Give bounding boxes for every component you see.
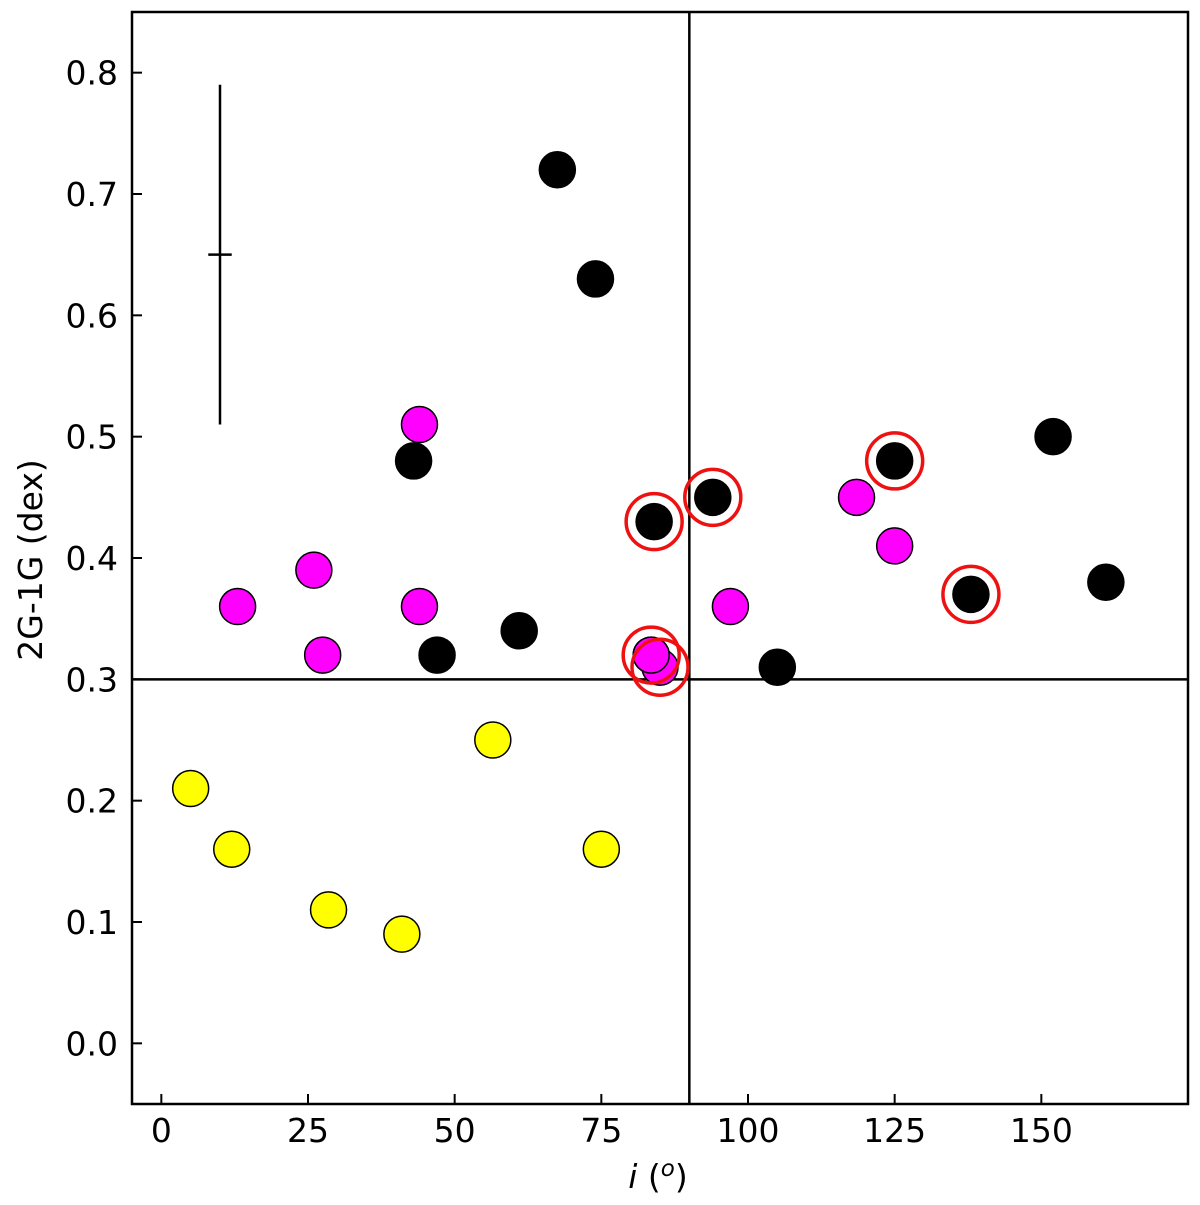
data-point: [1034, 417, 1072, 456]
data-point: [400, 405, 439, 444]
data-point: [952, 575, 990, 614]
highlight-ring: [683, 467, 743, 528]
y-tick-label: 0.7: [66, 175, 118, 214]
highlight-rings: [621, 431, 1001, 697]
highlight-ring: [624, 491, 684, 552]
data-point: [212, 830, 251, 868]
data-point: [474, 721, 512, 759]
data-point: [875, 442, 914, 480]
highlight-ring: [621, 625, 681, 685]
axis-labels: 2G-1G (dex) i (o): [11, 459, 688, 1196]
highlight-ring: [941, 564, 1001, 625]
data-point: [394, 442, 433, 480]
y-tick-label: 0.0: [66, 1024, 118, 1063]
highlight-ring: [630, 637, 690, 697]
tick-layer: 0 25 50 75 100 125 150 0.0 0.1 0.2 0.3 0.4 0.5 0.6 0.7…: [66, 54, 1073, 1150]
highlight-ring: [864, 431, 925, 491]
data-point: [694, 478, 732, 517]
data-point: [711, 587, 750, 626]
data-point: [538, 150, 577, 189]
x-tick-label: 75: [580, 1111, 622, 1150]
data-point: [418, 636, 456, 674]
x-tick-label: 150: [1010, 1111, 1073, 1150]
data-point: [309, 891, 348, 929]
x-axis-label-close: ): [675, 1157, 688, 1196]
reference-lines: [132, 12, 1188, 1104]
y-tick-label: 0.3: [66, 660, 118, 699]
y-tick-label: 0.6: [66, 296, 118, 335]
x-tick-label: 50: [434, 1111, 476, 1150]
x-tick-label: 100: [717, 1111, 780, 1150]
data-point: [875, 527, 914, 565]
y-tick-label: 0.2: [66, 782, 118, 821]
data-points: [171, 150, 1125, 953]
y-tick-label: 0.8: [66, 54, 118, 93]
y-tick-label: 0.4: [66, 539, 118, 578]
x-axis-label-unit: o: [661, 1156, 675, 1182]
x-tick-label: 125: [863, 1111, 926, 1150]
plot-border: [130, 10, 1190, 1106]
x-tick-label: 0: [151, 1111, 172, 1150]
x-axis-label-space: (: [637, 1157, 660, 1196]
data-point: [218, 587, 257, 626]
y-tick-label: 0.5: [66, 418, 118, 457]
data-point: [635, 502, 673, 541]
y-tick-label: 0.1: [66, 903, 118, 942]
data-point: [171, 769, 210, 808]
data-point: [295, 551, 333, 589]
data-point: [582, 830, 621, 868]
data-point: [1087, 563, 1125, 602]
data-point: [383, 915, 421, 953]
x-tick-label: 25: [287, 1111, 329, 1150]
data-point: [303, 636, 342, 674]
x-axis-label-symbol: i: [628, 1157, 637, 1196]
data-point: [758, 648, 797, 686]
error-bar: [208, 84, 232, 425]
x-axis-label: i (o): [628, 1156, 688, 1196]
data-point: [576, 260, 615, 298]
data-point: [837, 478, 876, 517]
y-axis-label: 2G-1G (dex): [11, 459, 50, 660]
plot-frame: [130, 10, 1190, 1106]
data-point: [500, 612, 538, 650]
data-point: [400, 587, 439, 626]
